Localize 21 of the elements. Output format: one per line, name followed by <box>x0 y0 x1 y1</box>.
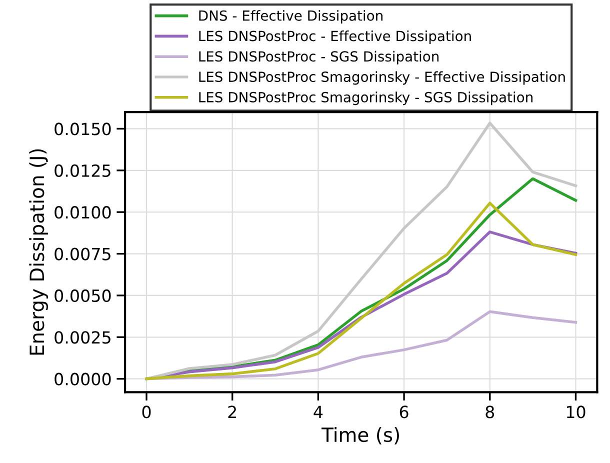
y-tick-label: 0.0125 <box>54 164 110 177</box>
y-tick-label: 0.0025 <box>54 331 110 344</box>
y-tick-label: 0.0100 <box>54 206 111 219</box>
legend-label: LES DNSPostProc Smagorinsky - Effective Dissipation <box>199 71 565 85</box>
x-tick-label: 10 <box>566 406 586 418</box>
y-tick-label: 0.0050 <box>54 289 111 302</box>
legend-label: DNS - Effective Dissipation <box>199 10 382 24</box>
y-tick-label: 0.0150 <box>54 122 111 136</box>
x-tick-label: 2 <box>228 406 236 418</box>
y-tick-label: 0.0075 <box>54 248 110 260</box>
x-axis-title: Time (s) <box>322 427 399 444</box>
x-tick-label: 6 <box>400 406 408 418</box>
x-tick-label: 4 <box>314 406 323 418</box>
line-series <box>145 122 578 380</box>
y-axis-title: Energy Dissipation (J) <box>29 149 48 355</box>
y-tick-label: 0.0000 <box>54 372 111 386</box>
legend-label: LES DNSPostProc Smagorinsky - SGS Dissipation <box>199 92 532 106</box>
legend-label: LES DNSPostProc - Effective Dissipation <box>199 30 471 44</box>
x-tick-label: 8 <box>486 406 494 418</box>
legend-label: LES DNSPostProc - SGS Dissipation <box>199 50 439 64</box>
x-tick-label: 0 <box>142 406 151 418</box>
